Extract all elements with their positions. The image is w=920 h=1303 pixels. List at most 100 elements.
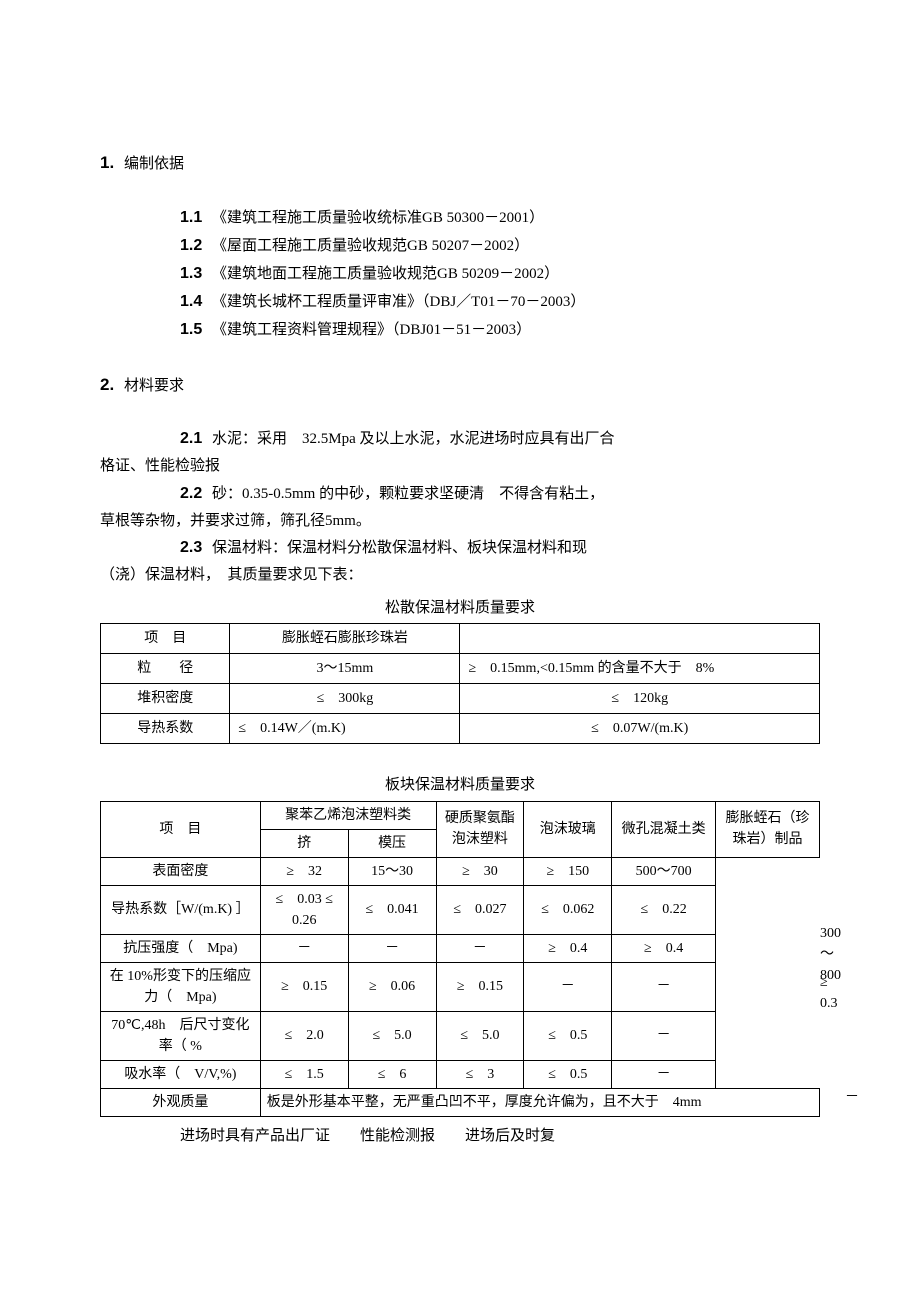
cell: 膨胀蛭石膨胀珍珠岩 — [230, 624, 460, 654]
cell: ≥ 0.06 — [348, 962, 436, 1011]
cell: 3～15mm — [230, 654, 460, 684]
item-text: 《建筑地面工程施工质量验收规范GB 50209－2002） — [212, 266, 559, 282]
cell — [460, 624, 820, 654]
section-1-heading: 1. 编制依据 — [100, 150, 820, 176]
table-row: 导热系数 ≤ 0.14W／(m.K) ≤ 0.07W/(m.K) — [101, 714, 820, 744]
para-2-2: 2.2 砂：0.35-0.5mm 的中砂，颗粒要求坚硬清 不得含有粘土， — [100, 482, 820, 506]
table-row: 70℃,48h 后尺寸变化率（ % ≤ 2.0 ≤ 5.0 ≤ 5.0 ≤ 0.… — [101, 1011, 820, 1060]
cell: ≥ 0.15 — [260, 962, 348, 1011]
cell: ≤ 0.14W／(m.K) — [230, 714, 460, 744]
cell: ≥ 0.15mm,<0.15mm 的含量不大于 8% — [460, 654, 820, 684]
cell: ≤ 120kg — [460, 684, 820, 714]
cell: 挤 — [260, 829, 348, 857]
cell: ≤ 2.0 — [260, 1011, 348, 1060]
cell: ≥ 30 — [436, 857, 524, 885]
footnote: 进场时具有产品出厂证 性能检测报 进场后及时复 — [180, 1125, 820, 1148]
cell: ≤ 0.062 — [524, 885, 612, 934]
section-1-num: 1. — [100, 153, 114, 172]
item-text: 《建筑工程施工质量验收统标准GB 50300－2001） — [212, 210, 544, 226]
cell: 项 目 — [101, 801, 261, 857]
cell: ≤ 1.5 — [260, 1060, 348, 1088]
cell: ≤ 6 — [348, 1060, 436, 1088]
table-row: 吸水率（ V/V,%) ≤ 1.5 ≤ 6 ≤ 3 ≤ 0.5 － — [101, 1060, 820, 1088]
table-row: 在 10%形变下的压缩应力（ Mpa) ≥ 0.15 ≥ 0.06 ≥ 0.15… — [101, 962, 820, 1011]
list-item: 1.2 《屋面工程施工质量验收规范GB 50207－2002） — [180, 234, 820, 258]
overflow-text: ≥ 0.3 — [820, 972, 842, 1014]
cell: － — [612, 1011, 716, 1060]
cell: ≤ 0.07W/(m.K) — [460, 714, 820, 744]
cell: － — [612, 962, 716, 1011]
cell: ≤ 0.03 ≤ 0.26 — [260, 885, 348, 934]
para-text: 水泥：采用 32.5Mpa 及以上水泥，水泥进场时应具有出厂合 — [212, 431, 615, 447]
cell: 500～700 — [612, 857, 716, 885]
item-num: 1.4 — [180, 293, 202, 310]
cell: ≥ 32 — [260, 857, 348, 885]
cell: 项 目 — [101, 624, 230, 654]
cell: 表面密度 — [101, 857, 261, 885]
cell: 抗压强度（ Mpa) — [101, 934, 261, 962]
table-row: 表面密度 ≥ 32 15～30 ≥ 30 ≥ 150 500～700 — [101, 857, 820, 885]
cell: ≤ 0.027 — [436, 885, 524, 934]
cell: 导热系数［W/(m.K) ］ — [101, 885, 261, 934]
section-1-title: 编制依据 — [124, 156, 184, 172]
list-item: 1.5 《建筑工程资料管理规程》（DBJ01－51－2003） — [180, 318, 820, 342]
cell: 堆积密度 — [101, 684, 230, 714]
cell: － — [612, 1060, 716, 1088]
table-row: 导热系数［W/(m.K) ］ ≤ 0.03 ≤ 0.26 ≤ 0.041 ≤ 0… — [101, 885, 820, 934]
cell: ≤ 0.5 — [524, 1060, 612, 1088]
cell: 泡沫玻璃 — [524, 801, 612, 857]
cell: 外观质量 — [101, 1088, 261, 1116]
section-1-list: 1.1 《建筑工程施工质量验收统标准GB 50300－2001） 1.2 《屋面… — [180, 206, 820, 342]
cell: 70℃,48h 后尺寸变化率（ % — [101, 1011, 261, 1060]
item-text: 《建筑工程资料管理规程》（DBJ01－51－2003） — [212, 322, 531, 338]
cell: ≤ 5.0 — [436, 1011, 524, 1060]
section-2-heading: 2. 材料要求 — [100, 372, 820, 398]
cell: 膨胀蛭石（珍珠岩）制品 — [716, 801, 820, 857]
cell: ≤ 0.22 — [612, 885, 716, 934]
para-2-3: 2.3 保温材料：保温材料分松散保温材料、板块保温材料和现 — [100, 536, 820, 560]
cell: ≤ 0.041 — [348, 885, 436, 934]
cell: ≥ 150 — [524, 857, 612, 885]
cell: 吸水率（ V/V,%) — [101, 1060, 261, 1088]
table-2: 项 目 聚苯乙烯泡沫塑料类 硬质聚氨酯泡沫塑料 泡沫玻璃 微孔混凝土类 膨胀蛭石… — [100, 801, 820, 1117]
table-row: 粒 径 3～15mm ≥ 0.15mm,<0.15mm 的含量不大于 8% — [101, 654, 820, 684]
cell: ≤ 300kg — [230, 684, 460, 714]
table-2-title: 板块保温材料质量要求 — [100, 774, 820, 797]
cell: ≥ 0.4 — [524, 934, 612, 962]
cell: 微孔混凝土类 — [612, 801, 716, 857]
cell: 聚苯乙烯泡沫塑料类 — [260, 801, 436, 829]
item-num: 1.5 — [180, 321, 202, 338]
cell: ≥ 0.4 — [612, 934, 716, 962]
cell: 15～30 — [348, 857, 436, 885]
list-item: 1.3 《建筑地面工程施工质量验收规范GB 50209－2002） — [180, 262, 820, 286]
table-row: 抗压强度（ Mpa) － － － ≥ 0.4 ≥ 0.4 — [101, 934, 820, 962]
cell: ≤ 5.0 — [348, 1011, 436, 1060]
table-row: 项 目 聚苯乙烯泡沫塑料类 硬质聚氨酯泡沫塑料 泡沫玻璃 微孔混凝土类 膨胀蛭石… — [101, 801, 820, 829]
item-num: 1.2 — [180, 237, 202, 254]
cell: ≥ 0.15 — [436, 962, 524, 1011]
cell: 导热系数 — [101, 714, 230, 744]
section-2-num: 2. — [100, 375, 114, 394]
item-text: 《建筑长城杯工程质量评审准》（DBJ／T01－70－2003） — [212, 294, 585, 310]
cell: ≤ 3 — [436, 1060, 524, 1088]
cell: 粒 径 — [101, 654, 230, 684]
para-text: 保温材料：保温材料分松散保温材料、板块保温材料和现 — [212, 540, 587, 556]
cell: 硬质聚氨酯泡沫塑料 — [436, 801, 524, 857]
item-text: 《屋面工程施工质量验收规范GB 50207－2002） — [212, 238, 529, 254]
cell: － — [436, 934, 524, 962]
para-2-1b: 格证、性能检验报 — [100, 455, 820, 478]
item-num: 1.1 — [180, 209, 202, 226]
item-num: 1.3 — [180, 265, 202, 282]
list-item: 1.4 《建筑长城杯工程质量评审准》（DBJ／T01－70－2003） — [180, 290, 820, 314]
cell: ≤ 0.5 — [524, 1011, 612, 1060]
cell: － — [524, 962, 612, 1011]
para-2-2b: 草根等杂物，并要求过筛，筛孔径5mm。 — [100, 510, 820, 533]
cell: 在 10%形变下的压缩应力（ Mpa) — [101, 962, 261, 1011]
table-row: 外观质量 板是外形基本平整，无严重凸凹不平，厚度允许偏为，且不大于 4mm — [101, 1088, 820, 1116]
para-2-3b: （浇）保温材料， 其质量要求见下表： — [100, 564, 820, 587]
cell: 板是外形基本平整，无严重凸凹不平，厚度允许偏为，且不大于 4mm — [260, 1088, 819, 1116]
para-num: 2.1 — [180, 430, 202, 447]
section-2-title: 材料要求 — [124, 378, 184, 394]
table-1: 项 目 膨胀蛭石膨胀珍珠岩 粒 径 3～15mm ≥ 0.15mm,<0.15m… — [100, 623, 820, 744]
para-text: 砂：0.35-0.5mm 的中砂，颗粒要求坚硬清 不得含有粘土， — [212, 486, 604, 502]
